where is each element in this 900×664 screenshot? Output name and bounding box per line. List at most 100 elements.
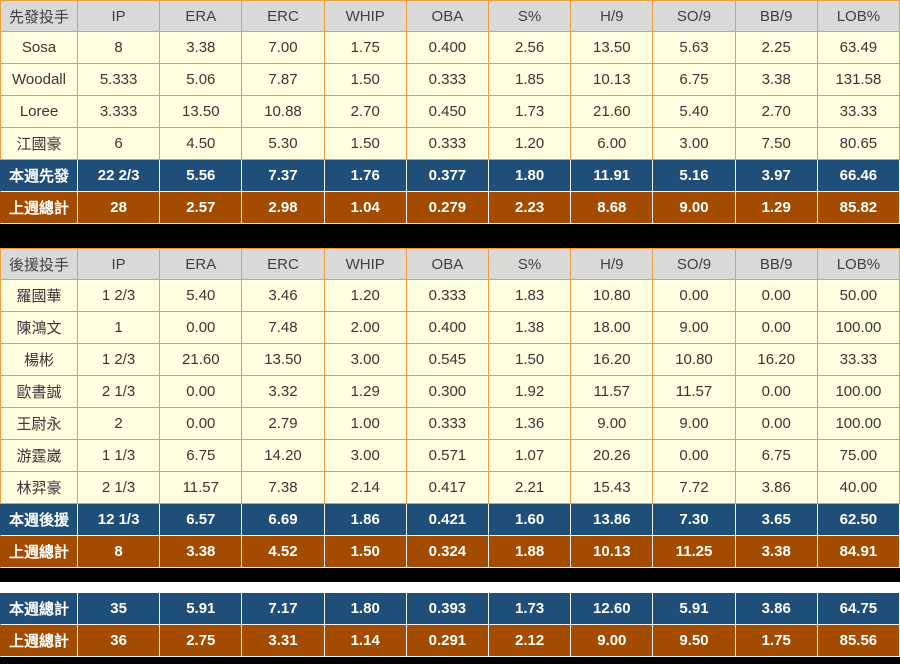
stat-cell: 2.12 bbox=[488, 625, 572, 657]
column-header: H/9 bbox=[571, 248, 654, 280]
stat-cell: 131.58 bbox=[817, 64, 900, 96]
stat-cell: 0.00 bbox=[160, 408, 243, 440]
stat-cell: 66.46 bbox=[817, 160, 900, 192]
stat-cell: 3.46 bbox=[242, 280, 325, 312]
relievers-row: 歐書誠 2 1/3 0.00 3.32 1.29 0.300 1.92 11.57 11.57 0… bbox=[0, 376, 900, 408]
starters-row: 江國豪 6 4.50 5.30 1.50 0.333 1.20 6.00 3.00 7.50 80.… bbox=[0, 128, 900, 160]
column-header: IP bbox=[78, 0, 161, 32]
stat-cell: 50.00 bbox=[817, 280, 900, 312]
stat-cell: 1.85 bbox=[488, 64, 572, 96]
column-header: ERA bbox=[160, 248, 243, 280]
stat-cell: 1.88 bbox=[488, 536, 572, 568]
stat-cell: 10.13 bbox=[571, 64, 654, 96]
stat-cell: 6 bbox=[78, 128, 161, 160]
stat-cell: 14.20 bbox=[242, 440, 325, 472]
stat-cell: 8 bbox=[78, 32, 161, 64]
stat-cell: 12.60 bbox=[571, 593, 654, 625]
row-label: Loree bbox=[0, 96, 78, 128]
stat-cell: 11.57 bbox=[160, 472, 243, 504]
row-label: 歐書誠 bbox=[0, 376, 78, 408]
stat-cell: 1.20 bbox=[488, 128, 572, 160]
stat-cell: 1.73 bbox=[488, 96, 572, 128]
stat-cell: 0.300 bbox=[406, 376, 489, 408]
stat-cell: 0.333 bbox=[406, 128, 489, 160]
row-label: 上週總計 bbox=[0, 192, 78, 224]
stat-cell: 3.32 bbox=[242, 376, 325, 408]
stat-cell: 0.00 bbox=[653, 280, 736, 312]
stat-cell: 7.17 bbox=[242, 593, 325, 625]
stat-cell: 0.417 bbox=[406, 472, 489, 504]
row-label: Woodall bbox=[0, 64, 78, 96]
stat-cell: 2 1/3 bbox=[78, 376, 161, 408]
stat-cell: 0.00 bbox=[735, 376, 818, 408]
stat-cell: 5.30 bbox=[242, 128, 325, 160]
stat-cell: 2.75 bbox=[160, 625, 243, 657]
stat-cell: 13.86 bbox=[571, 504, 654, 536]
row-label: Sosa bbox=[0, 32, 78, 64]
stat-cell: 1 1/3 bbox=[78, 440, 161, 472]
row-label: 林羿豪 bbox=[0, 472, 78, 504]
stat-cell: 3.38 bbox=[735, 536, 818, 568]
stat-cell: 1.14 bbox=[324, 625, 407, 657]
starters-table: 先發投手 IP ERA ERC WHIP OBA S% H/9 SO/9 BB/9 LOB% Sosa… bbox=[0, 0, 900, 224]
stat-cell: 1 2/3 bbox=[78, 280, 161, 312]
column-header: S% bbox=[488, 248, 572, 280]
column-header: OBA bbox=[406, 248, 489, 280]
white-gap bbox=[0, 582, 900, 593]
column-header: ERA bbox=[160, 0, 243, 32]
stat-cell: 7.50 bbox=[735, 128, 818, 160]
stat-cell: 2.98 bbox=[242, 192, 325, 224]
stat-cell: 1 bbox=[78, 312, 161, 344]
stat-cell: 2.21 bbox=[488, 472, 572, 504]
stat-cell: 0.333 bbox=[406, 408, 489, 440]
stat-cell: 0.00 bbox=[735, 312, 818, 344]
stat-cell: 12 1/3 bbox=[78, 504, 161, 536]
totals-row: 本週總計 35 5.91 7.17 1.80 0.393 1.73 12.60 5.91 3.86… bbox=[0, 593, 900, 625]
stat-cell: 0.400 bbox=[406, 312, 489, 344]
stat-cell: 20.26 bbox=[571, 440, 654, 472]
stat-cell: 4.50 bbox=[160, 128, 243, 160]
stat-cell: 85.56 bbox=[817, 625, 900, 657]
column-header: WHIP bbox=[324, 248, 407, 280]
stat-cell: 0.00 bbox=[735, 280, 818, 312]
stat-cell: 7.87 bbox=[242, 64, 325, 96]
stat-cell: 0.00 bbox=[653, 440, 736, 472]
stat-cell: 5.56 bbox=[160, 160, 243, 192]
stat-cell: 1.29 bbox=[735, 192, 818, 224]
column-header: SO/9 bbox=[653, 0, 736, 32]
starters-header-row: 先發投手 IP ERA ERC WHIP OBA S% H/9 SO/9 BB/9 LOB% bbox=[0, 0, 900, 32]
stat-cell: 100.00 bbox=[817, 312, 900, 344]
stat-cell: 0.571 bbox=[406, 440, 489, 472]
stat-cell: 5.63 bbox=[653, 32, 736, 64]
stat-cell: 11.91 bbox=[571, 160, 654, 192]
stat-cell: 3.38 bbox=[160, 536, 243, 568]
stat-cell: 21.60 bbox=[571, 96, 654, 128]
stat-cell: 2.70 bbox=[735, 96, 818, 128]
stat-cell: 3.38 bbox=[160, 32, 243, 64]
totals-table: 本週總計 35 5.91 7.17 1.80 0.393 1.73 12.60 5.91 3.86… bbox=[0, 593, 900, 657]
stat-cell: 0.00 bbox=[160, 376, 243, 408]
stat-cell: 1.00 bbox=[324, 408, 407, 440]
stat-cell: 11.25 bbox=[653, 536, 736, 568]
stat-cell: 1.36 bbox=[488, 408, 572, 440]
column-header: S% bbox=[488, 0, 572, 32]
relievers-table: 後援投手 IP ERA ERC WHIP OBA S% H/9 SO/9 BB/9 LOB% 羅國華 1… bbox=[0, 248, 900, 568]
row-label: 游霆崴 bbox=[0, 440, 78, 472]
stat-cell: 85.82 bbox=[817, 192, 900, 224]
stat-cell: 1.50 bbox=[324, 128, 407, 160]
stat-cell: 5.91 bbox=[160, 593, 243, 625]
stat-cell: 5.06 bbox=[160, 64, 243, 96]
stat-cell: 3.65 bbox=[735, 504, 818, 536]
stat-cell: 10.13 bbox=[571, 536, 654, 568]
stat-cell: 16.20 bbox=[735, 344, 818, 376]
stat-cell: 100.00 bbox=[817, 408, 900, 440]
stat-cell: 5.16 bbox=[653, 160, 736, 192]
stat-cell: 1.73 bbox=[488, 593, 572, 625]
column-header: ERC bbox=[242, 0, 325, 32]
relievers-row: 上週總計 8 3.38 4.52 1.50 0.324 1.88 10.13 11.25 3.38… bbox=[0, 536, 900, 568]
black-separator-bar bbox=[0, 568, 900, 582]
stat-cell: 18.00 bbox=[571, 312, 654, 344]
stat-cell: 1.50 bbox=[324, 536, 407, 568]
stat-cell: 11.57 bbox=[571, 376, 654, 408]
stat-cell: 9.00 bbox=[653, 408, 736, 440]
